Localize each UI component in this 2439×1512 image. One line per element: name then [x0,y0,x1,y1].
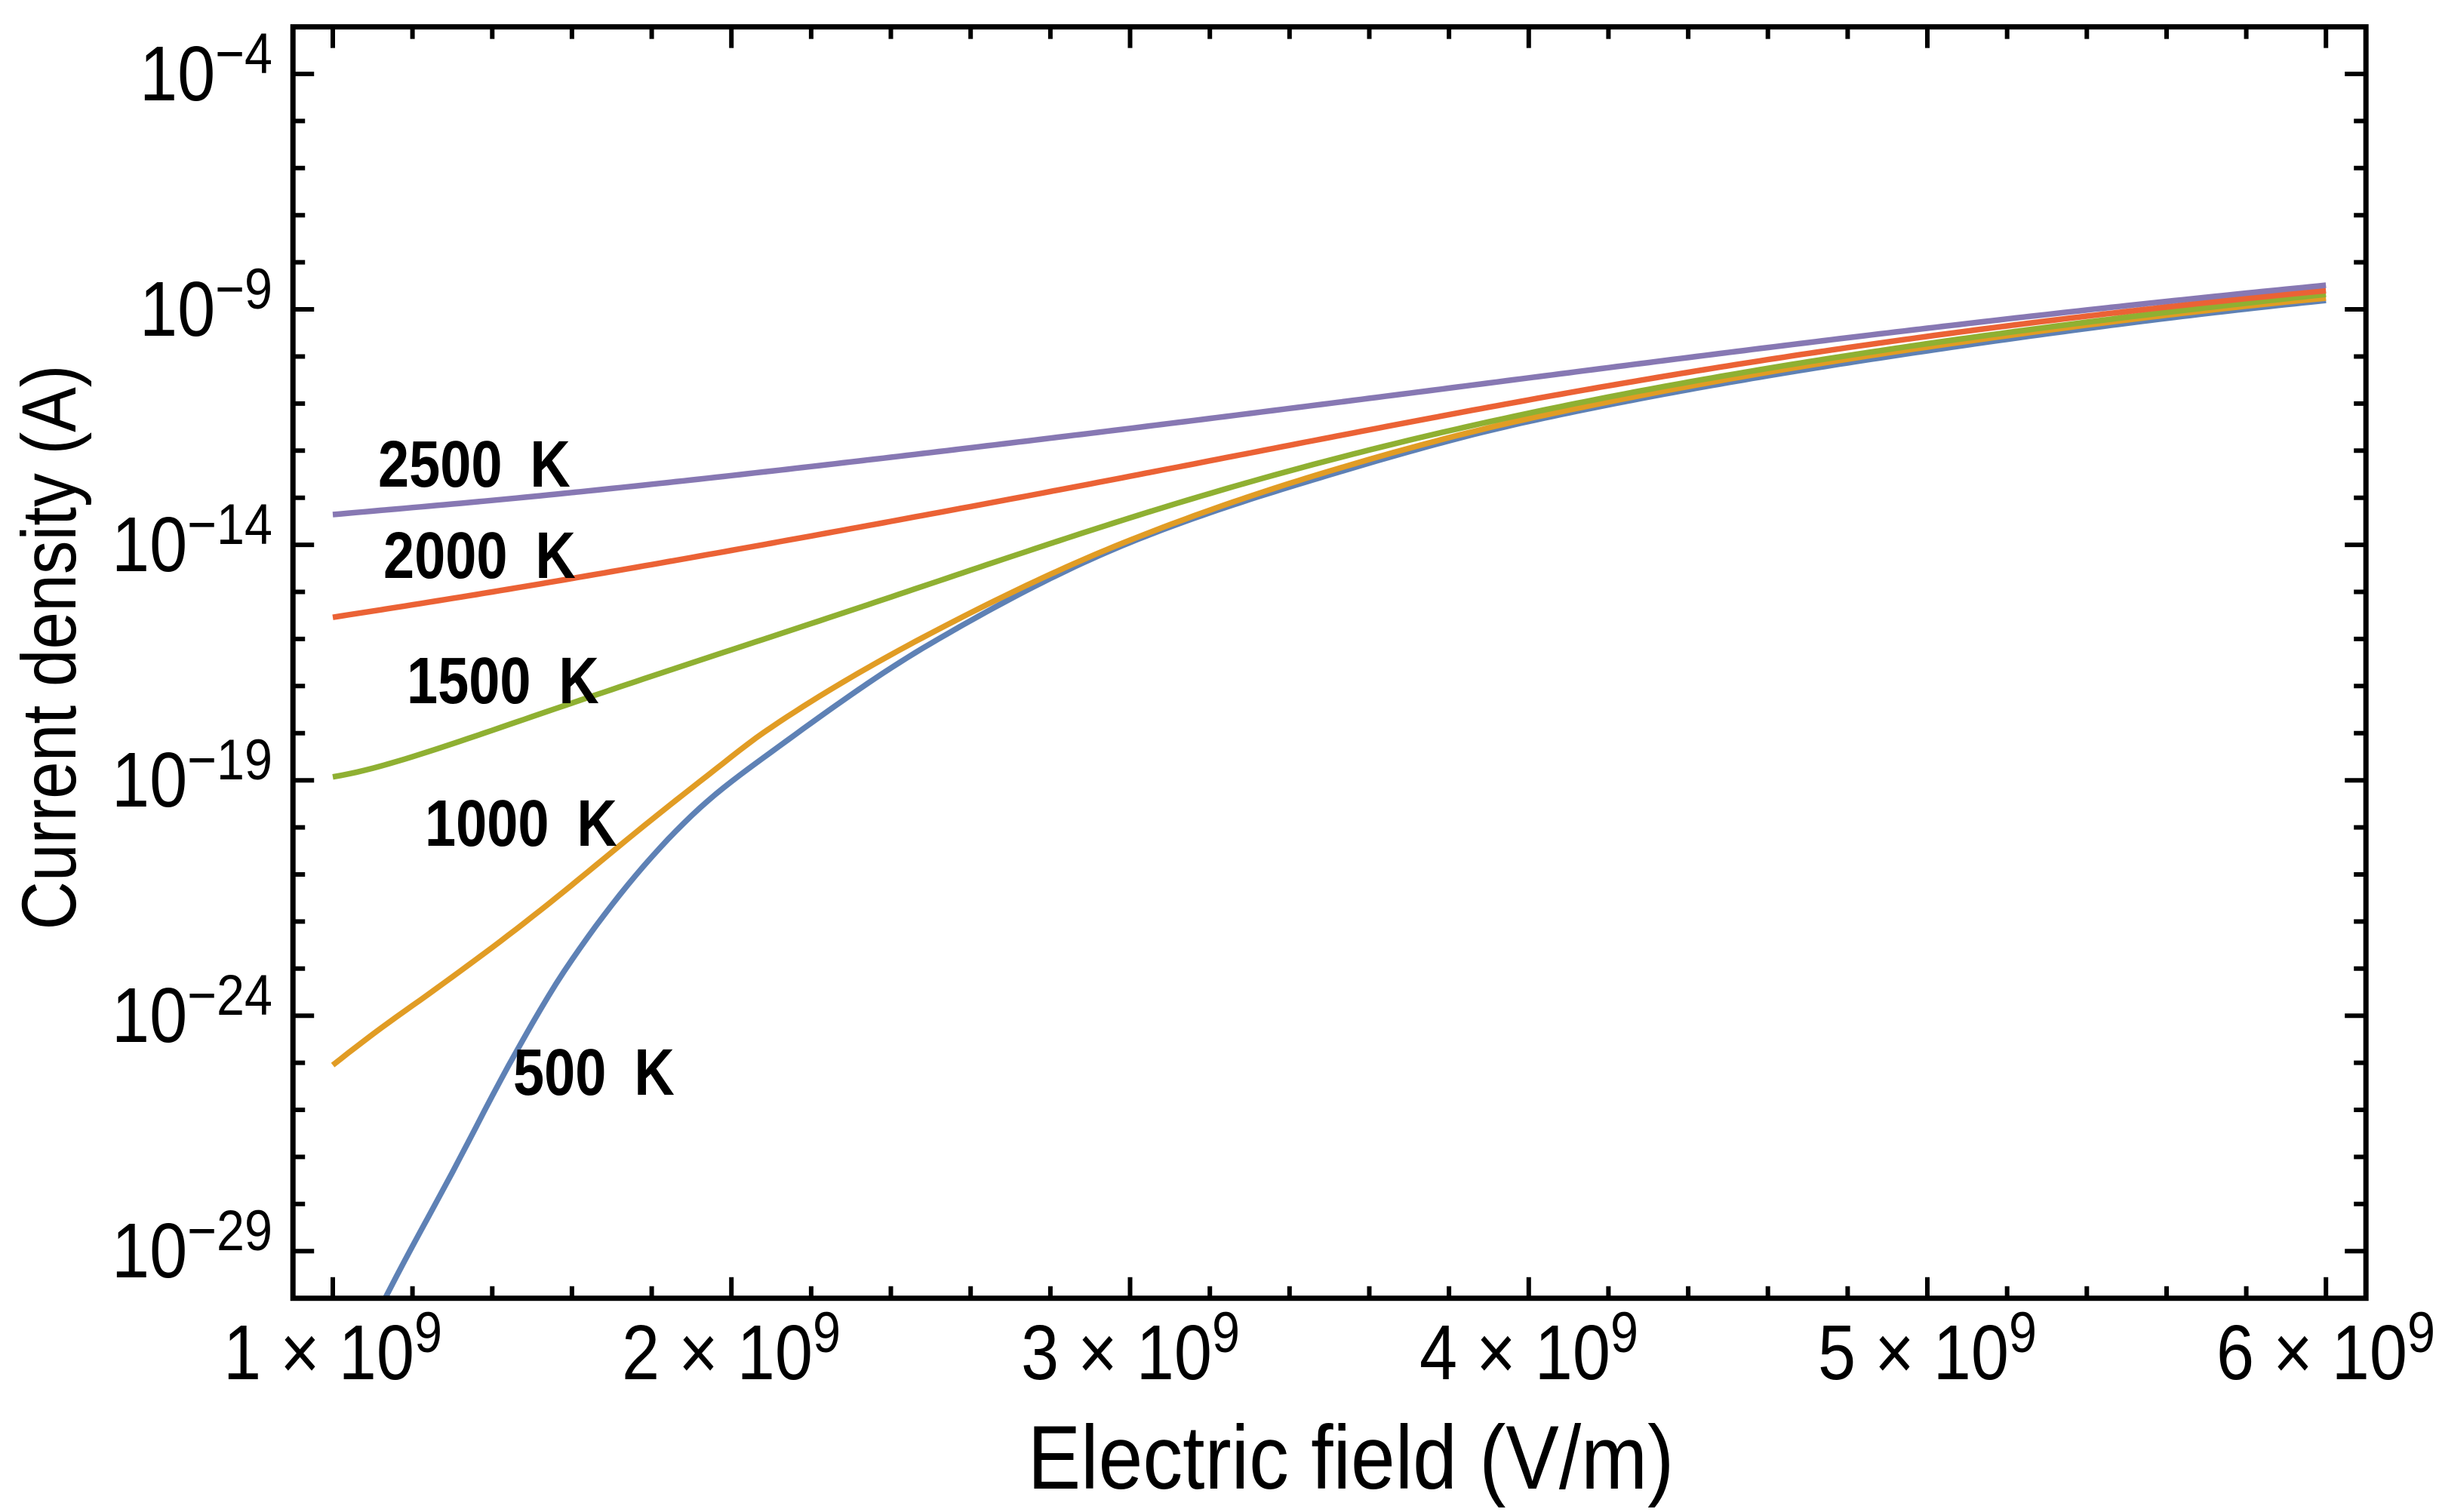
svg-text:6 × 109: 6 × 109 [2216,1301,2435,1396]
svg-text:Electric field (V/m): Electric field (V/m) [1028,1407,1675,1508]
svg-text:1500 K: 1500 K [407,644,599,718]
svg-text:1000 K: 1000 K [425,787,617,860]
svg-text:2000 K: 2000 K [383,519,576,592]
svg-text:2 × 109: 2 × 109 [622,1301,841,1396]
svg-text:500 K: 500 K [513,1036,675,1109]
svg-text:2500 K: 2500 K [378,428,571,501]
svg-text:Current density (A): Current density (A) [6,365,92,930]
svg-text:3 × 109: 3 × 109 [1021,1301,1240,1396]
svg-text:5 × 109: 5 × 109 [1818,1301,2037,1396]
svg-text:1 × 109: 1 × 109 [223,1301,442,1396]
svg-text:4 × 109: 4 × 109 [1419,1301,1638,1396]
